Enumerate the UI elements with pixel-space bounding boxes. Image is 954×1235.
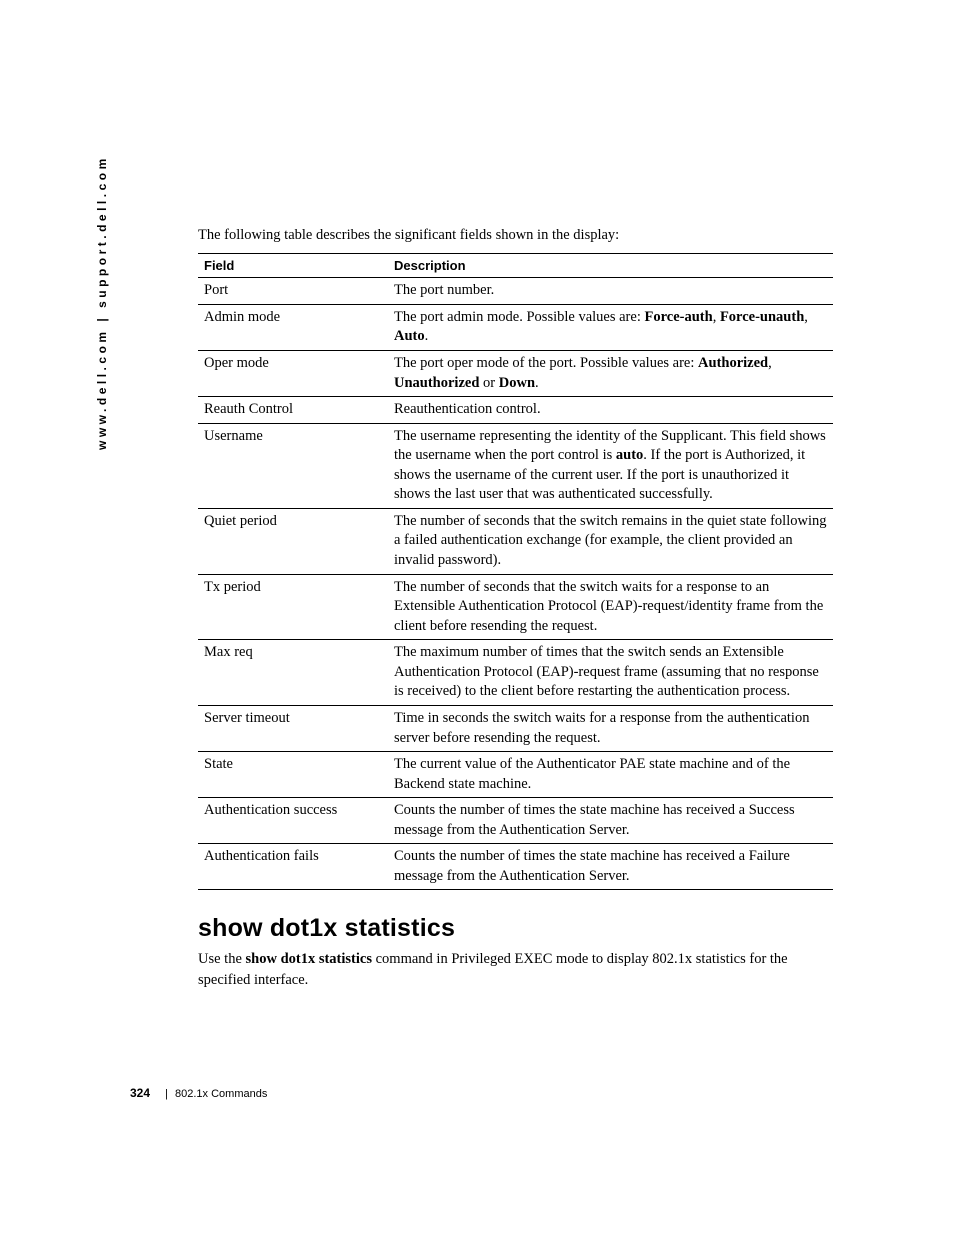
table-cell-field: Reauth Control bbox=[198, 397, 388, 424]
table-cell-desc: Reauthentication control. bbox=[388, 397, 833, 424]
table-row: State The current value of the Authentic… bbox=[198, 752, 833, 798]
table-cell-desc: Time in seconds the switch waits for a r… bbox=[388, 705, 833, 751]
side-url: www.dell.com | support.dell.com bbox=[95, 155, 109, 450]
table-cell-field: Admin mode bbox=[198, 304, 388, 350]
table-row: Port The port number. bbox=[198, 278, 833, 305]
table-row: Authentication success Counts the number… bbox=[198, 798, 833, 844]
table-cell-field: Tx period bbox=[198, 574, 388, 640]
table-cell-desc: The port number. bbox=[388, 278, 833, 305]
table-cell-desc: Counts the number of times the state mac… bbox=[388, 798, 833, 844]
table-cell-field: Server timeout bbox=[198, 705, 388, 751]
table-cell-desc: The number of seconds that the switch wa… bbox=[388, 574, 833, 640]
table-cell-field: State bbox=[198, 752, 388, 798]
footer-separator: | bbox=[165, 1088, 168, 1100]
table-cell-desc: The maximum number of times that the swi… bbox=[388, 640, 833, 706]
table-row: Tx period The number of seconds that the… bbox=[198, 574, 833, 640]
footer-chapter: 802.1x Commands bbox=[175, 1088, 267, 1100]
table-row: Username The username representing the i… bbox=[198, 423, 833, 508]
table-cell-field: Port bbox=[198, 278, 388, 305]
table-row: Oper mode The port oper mode of the port… bbox=[198, 350, 833, 396]
table-cell-desc: The username representing the identity o… bbox=[388, 423, 833, 508]
section-body: Use the show dot1x statistics command in… bbox=[198, 949, 833, 990]
table-header-desc: Description bbox=[388, 254, 833, 278]
table-cell-field: Quiet period bbox=[198, 508, 388, 574]
table-row: Max req The maximum number of times that… bbox=[198, 640, 833, 706]
table-cell-field: Max req bbox=[198, 640, 388, 706]
table-row: Server timeout Time in seconds the switc… bbox=[198, 705, 833, 751]
table-header-row: Field Description bbox=[198, 254, 833, 278]
table-cell-field: Username bbox=[198, 423, 388, 508]
table-cell-field: Oper mode bbox=[198, 350, 388, 396]
table-cell-desc: The port admin mode. Possible values are… bbox=[388, 304, 833, 350]
table-header-field: Field bbox=[198, 254, 388, 278]
page-content: The following table describes the signif… bbox=[198, 225, 833, 990]
section-title: show dot1x statistics bbox=[198, 914, 833, 943]
intro-text: The following table describes the signif… bbox=[198, 225, 833, 245]
fields-table: Field Description Port The port number. … bbox=[198, 253, 833, 890]
table-row: Quiet period The number of seconds that … bbox=[198, 508, 833, 574]
page-number: 324 bbox=[130, 1086, 150, 1100]
table-row: Authentication fails Counts the number o… bbox=[198, 844, 833, 890]
table-cell-desc: The current value of the Authenticator P… bbox=[388, 752, 833, 798]
table-cell-desc: The number of seconds that the switch re… bbox=[388, 508, 833, 574]
table-cell-desc: Counts the number of times the state mac… bbox=[388, 844, 833, 890]
table-cell-field: Authentication fails bbox=[198, 844, 388, 890]
page-footer: 324 | 802.1x Commands bbox=[130, 1086, 267, 1100]
table-cell-field: Authentication success bbox=[198, 798, 388, 844]
table-row: Admin mode The port admin mode. Possible… bbox=[198, 304, 833, 350]
table-cell-desc: The port oper mode of the port. Possible… bbox=[388, 350, 833, 396]
table-body: Port The port number. Admin mode The por… bbox=[198, 278, 833, 890]
table-row: Reauth Control Reauthentication control. bbox=[198, 397, 833, 424]
